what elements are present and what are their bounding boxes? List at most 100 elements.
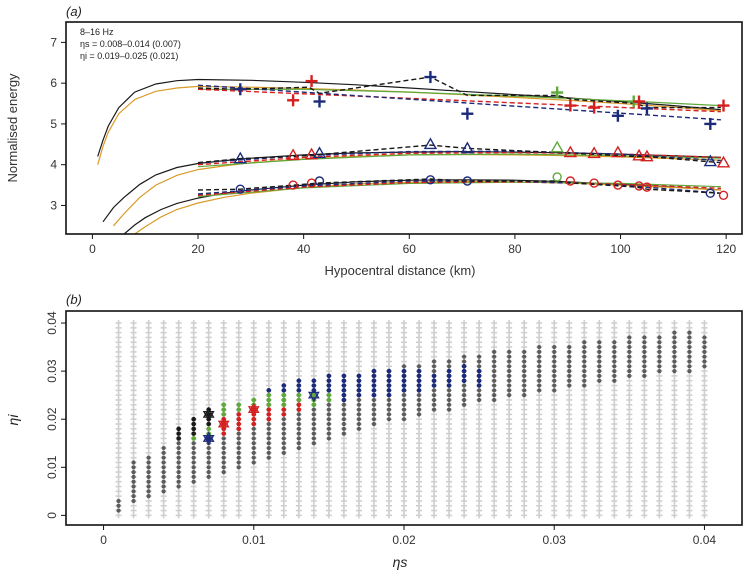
dashed-fit-red	[197, 181, 721, 196]
grid-point	[190, 320, 197, 327]
panel-a-x-label: Hypocentral distance (km)	[325, 263, 476, 278]
grid-point	[521, 320, 528, 327]
grid-point	[596, 320, 603, 327]
circle-marker	[613, 180, 623, 190]
grid-point	[581, 320, 588, 327]
energy-curve-black	[97, 78, 721, 157]
energy-curve-orange	[113, 153, 721, 227]
grid-point	[431, 320, 438, 327]
panel-a-frame	[65, 21, 743, 235]
grid-point	[385, 320, 392, 327]
y-tick-label: 3	[50, 198, 57, 212]
grid-point	[250, 320, 257, 327]
grid-point	[370, 320, 377, 327]
plus-marker	[234, 83, 247, 96]
triangle-marker	[312, 146, 327, 159]
grid-point	[626, 320, 633, 327]
circle-marker	[314, 176, 325, 186]
triangle-marker	[286, 148, 300, 161]
x-tick-label: 100	[611, 242, 631, 256]
energy-curve-orange	[97, 85, 721, 165]
plus-marker	[704, 117, 717, 130]
grid-point	[476, 320, 483, 327]
x-tick-label: 20	[191, 242, 205, 256]
grid-point	[536, 320, 543, 327]
grid-point	[220, 320, 227, 327]
panel-a-markers	[233, 71, 731, 200]
panel-a-y-label: Normalised energy	[5, 73, 20, 183]
energy-curve-black	[102, 150, 721, 223]
grid-point	[416, 320, 423, 327]
triangle-marker	[632, 148, 646, 161]
x-tick-label: 40	[297, 242, 311, 256]
dashed-fit-navy	[197, 84, 721, 121]
triangle-marker	[716, 155, 731, 168]
grid-point	[491, 320, 498, 327]
grid-point	[310, 320, 317, 327]
plus-marker	[611, 109, 624, 122]
grid-point	[566, 320, 573, 327]
x-tick-label: 120	[716, 242, 736, 256]
grid-point	[340, 320, 347, 327]
grid-point	[130, 320, 137, 327]
triangle-marker	[703, 154, 718, 167]
circle-marker	[235, 184, 245, 194]
grid-point	[115, 320, 122, 327]
y-tick-label: 7	[50, 35, 57, 49]
grid-point	[656, 320, 663, 327]
plus-marker	[305, 75, 318, 88]
plus-marker	[461, 107, 474, 120]
grid-point	[686, 320, 693, 327]
grid-point	[641, 320, 648, 327]
triangle-marker	[587, 146, 601, 159]
panel-b-plot	[115, 320, 708, 519]
y-tick-label: 6	[50, 76, 57, 90]
panel-a-tag: (a)	[66, 4, 82, 19]
grid-point	[355, 320, 362, 327]
triangle-marker	[563, 145, 578, 158]
grid-point	[145, 320, 152, 327]
x-tick-label: 80	[508, 242, 522, 256]
grid-point	[461, 320, 468, 327]
panel-b-tag: (b)	[66, 292, 82, 307]
circle-marker	[705, 188, 716, 198]
triangle-marker	[640, 149, 654, 162]
grid-point	[265, 320, 272, 327]
circle-marker	[552, 172, 562, 182]
annotation-eta-s: ηs = 0.008–0.014 (0.007)	[80, 39, 181, 49]
plus-marker	[551, 86, 564, 99]
grid-point	[295, 320, 302, 327]
grid-point	[611, 320, 618, 327]
plus-marker	[287, 94, 300, 107]
grid-point	[401, 320, 407, 327]
annotation-eta-i: ηi = 0.019–0.025 (0.021)	[80, 51, 178, 61]
circle-marker	[462, 176, 473, 186]
plus-marker	[640, 102, 653, 115]
y-tick-label: 5	[50, 117, 57, 131]
grid-point	[671, 320, 678, 327]
panel-b-grid-points	[115, 320, 708, 519]
grid-point	[205, 320, 212, 327]
grid-point	[160, 320, 167, 327]
triangle-marker	[423, 137, 438, 150]
circle-marker	[718, 190, 729, 200]
grid-point	[175, 320, 182, 327]
circle-marker	[589, 178, 599, 188]
plus-marker	[633, 95, 646, 108]
panel-a-y-ticks: 3 4 5 6 7	[50, 35, 66, 212]
annotation-band: 8–16 Hz	[80, 27, 114, 37]
triangle-marker	[460, 141, 475, 154]
panel-a-plot	[97, 71, 731, 235]
dashed-fit-red	[197, 88, 721, 113]
triangle-marker	[233, 151, 247, 164]
triangle-marker	[611, 145, 625, 158]
panel-a-curves	[97, 78, 721, 235]
grid-point	[506, 320, 513, 327]
grid-point	[280, 320, 287, 327]
panel-a-x-ticks: 0 20 40 60 80 100 120	[89, 234, 736, 256]
dashed-fit-black	[197, 144, 721, 164]
grid-point	[446, 320, 453, 327]
triangle-marker	[304, 147, 319, 160]
grid-point	[551, 320, 558, 327]
